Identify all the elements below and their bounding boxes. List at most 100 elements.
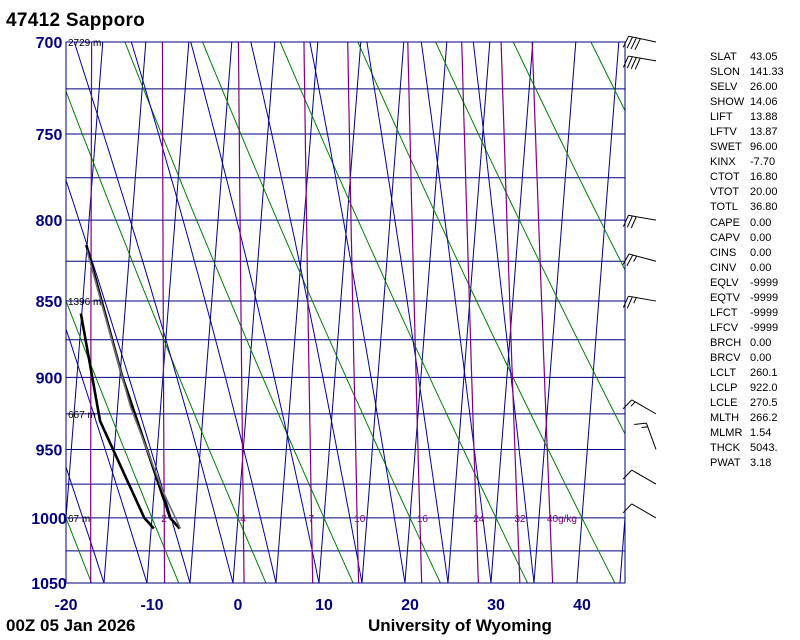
wind-barb — [622, 214, 657, 229]
index-value: 14.06 — [750, 96, 778, 109]
index-value: 141.33 — [750, 66, 784, 79]
barb-shaft — [631, 503, 657, 519]
index-cinv: CINV 0.00 — [710, 261, 784, 276]
wind-barb — [622, 295, 657, 309]
index-pwat: PWAT 3.18 — [710, 456, 784, 471]
barb-flag — [626, 36, 633, 49]
index-key: MLTH — [710, 412, 740, 425]
x-tick-label: 30 — [487, 597, 505, 614]
index-key: LFCV — [710, 321, 739, 334]
plot-frame — [65, 41, 626, 584]
index-lclp: LCLP 922.0 — [710, 381, 784, 396]
index-value: 36.80 — [750, 201, 778, 214]
mixing-ratio-line — [161, 42, 166, 583]
mixing-ratio-label: 32 — [514, 514, 526, 525]
index-key: LCLP — [710, 382, 738, 395]
barb-flag — [630, 37, 637, 50]
moist-adiabat-line — [190, 42, 320, 583]
index-key: LCLE — [710, 397, 738, 410]
barb-flag — [622, 469, 633, 480]
mixing-ratio-label: 24 — [473, 514, 485, 525]
wind-barb — [622, 469, 657, 485]
mixing-ratio-label: 7 — [309, 514, 315, 525]
index-lftv: LFTV 13.87 — [710, 125, 784, 140]
index-key: CAPV — [710, 231, 740, 244]
index-key: KINX — [710, 156, 736, 169]
moist-adiabat-line — [472, 42, 535, 583]
index-vtot: VTOT 20.00 — [710, 185, 784, 200]
index-key: THCK — [710, 442, 740, 455]
station-title: 47412 Sapporo — [6, 10, 146, 31]
index-mlth: MLTH 266.2 — [710, 411, 784, 426]
barb-flag — [634, 422, 647, 425]
index-key: MLMR — [710, 427, 743, 440]
wind-barb — [622, 253, 657, 267]
dry-adiabat-line — [202, 42, 441, 583]
isotherm-line — [189, 42, 233, 583]
isotherm-line — [232, 42, 276, 583]
index-value: 0.00 — [750, 246, 772, 259]
dry-adiabat-line — [357, 42, 616, 583]
moist-adiabat-line — [420, 42, 492, 583]
index-key: CINV — [710, 261, 737, 274]
moist-adiabat-line — [66, 465, 105, 583]
dry-adiabat-line — [0, 42, 4, 583]
barb-shaft — [631, 469, 657, 485]
index-key: CINS — [710, 246, 737, 259]
barb-half-flag — [633, 297, 637, 304]
mixing-ratio-line — [407, 42, 423, 583]
index-key: SLON — [710, 66, 740, 79]
isotherm-line — [490, 42, 534, 583]
index-key: BRCH — [710, 336, 742, 349]
index-key: LIFT — [710, 111, 733, 124]
index-lift: LIFT 13.88 — [710, 110, 784, 125]
height-label: 1396 m — [68, 297, 101, 308]
index-key: VTOT — [710, 186, 740, 199]
wind-barb — [634, 422, 657, 450]
dry-adiabat-line — [512, 42, 625, 271]
index-key: EQTV — [710, 291, 740, 304]
index-value: 20.00 — [750, 186, 778, 199]
moist-adiabat-line — [73, 42, 234, 583]
barb-flag — [626, 254, 634, 267]
isotherm-line — [318, 42, 362, 583]
isotherm-line — [103, 42, 147, 583]
parcel-trace — [85, 249, 182, 529]
index-value: 5043. — [750, 442, 778, 455]
index-lclt: LCLT 260.1 — [710, 366, 784, 381]
mixing-ratio-line — [1, 42, 6, 583]
height-label: 2729 m — [68, 38, 101, 49]
y-tick-label: 1050 — [31, 576, 67, 593]
index-value: -9999 — [750, 306, 779, 319]
index-lfcv: LFCV -9999 — [710, 321, 784, 336]
index-value: 922.0 — [750, 382, 778, 395]
plot-area — [0, 42, 625, 583]
index-value: 260.1 — [750, 366, 778, 379]
index-cins: CINS 0.00 — [710, 246, 784, 261]
mixing-ratio-line — [531, 42, 554, 583]
y-tick-label: 1000 — [31, 511, 67, 528]
mixing-ratio-line — [237, 42, 245, 583]
index-ctot: CTOT 16.80 — [710, 170, 784, 185]
x-tick-label: -20 — [54, 597, 77, 614]
dry-adiabat-line — [66, 299, 180, 583]
index-brcv: BRCV 0.00 — [710, 351, 784, 366]
barb-flag — [622, 253, 630, 266]
barb-shaft — [631, 399, 657, 415]
index-show: SHOW 14.06 — [710, 95, 784, 110]
index-thck: THCK 5043. — [710, 441, 784, 456]
isotherm-line — [576, 42, 620, 583]
index-key: BRCV — [710, 351, 741, 364]
index-value: 0.00 — [750, 351, 772, 364]
index-value: 1.54 — [750, 427, 772, 440]
index-key: SELV — [710, 81, 738, 94]
y-tick-label: 950 — [36, 442, 63, 459]
isotherm-line — [619, 511, 625, 583]
mixing-ratio-label: 2 — [161, 514, 167, 525]
barb-shaft — [628, 35, 657, 43]
index-brch: BRCH 0.00 — [710, 336, 784, 351]
x-tick-label: 40 — [573, 597, 591, 614]
mixing-ratio-line — [90, 42, 93, 583]
index-lcle: LCLE 270.5 — [710, 396, 784, 411]
index-eqtv: EQTV -9999 — [710, 291, 784, 306]
